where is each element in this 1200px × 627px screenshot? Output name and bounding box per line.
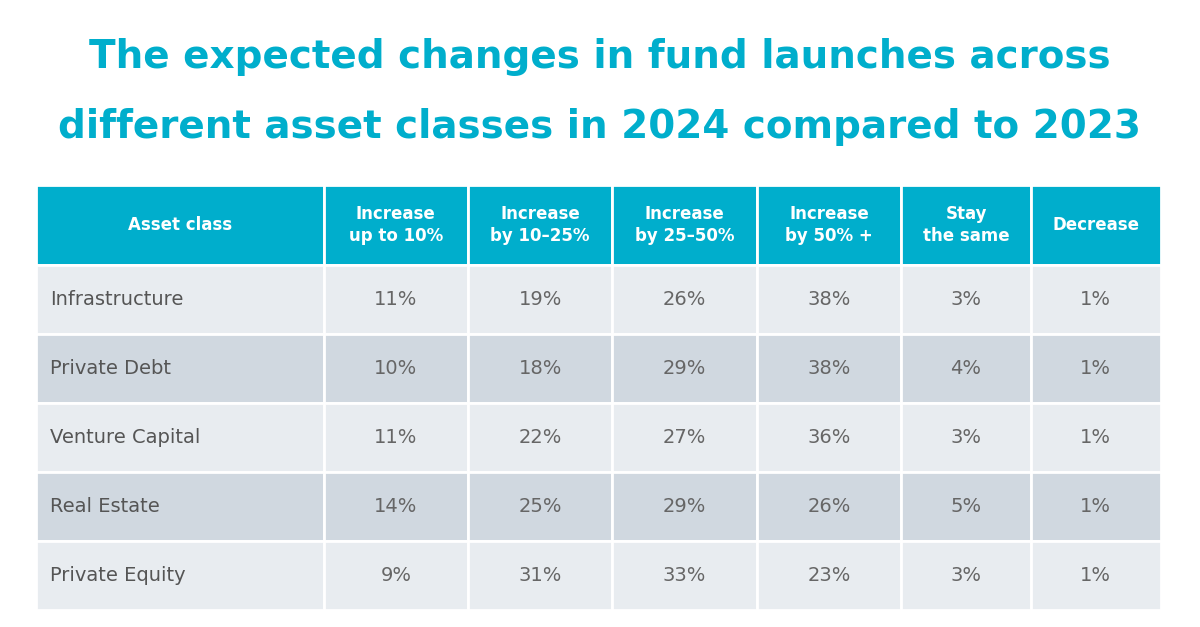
Bar — [324, 472, 468, 541]
Bar — [36, 334, 324, 403]
Bar — [36, 265, 324, 334]
Text: 36%: 36% — [808, 428, 851, 447]
Bar — [757, 403, 901, 472]
Bar — [324, 334, 468, 403]
Bar — [468, 472, 612, 541]
Bar — [1031, 334, 1160, 403]
Bar — [36, 472, 324, 541]
Bar — [468, 185, 612, 265]
Text: 9%: 9% — [380, 566, 412, 585]
Text: Stay
the same: Stay the same — [923, 205, 1009, 245]
Text: The expected changes in fund launches across: The expected changes in fund launches ac… — [89, 38, 1111, 76]
Text: 29%: 29% — [662, 359, 707, 378]
Bar — [612, 541, 757, 610]
Bar — [612, 334, 757, 403]
Bar — [36, 541, 324, 610]
Text: 27%: 27% — [662, 428, 707, 447]
Text: 1%: 1% — [1080, 290, 1111, 309]
Text: 38%: 38% — [808, 290, 851, 309]
Bar — [757, 541, 901, 610]
Bar — [324, 541, 468, 610]
Bar — [901, 472, 1031, 541]
Text: different asset classes in 2024 compared to 2023: different asset classes in 2024 compared… — [59, 108, 1141, 146]
Bar — [757, 185, 901, 265]
Text: 1%: 1% — [1080, 428, 1111, 447]
Text: 26%: 26% — [808, 497, 851, 516]
Bar — [757, 334, 901, 403]
Text: 23%: 23% — [808, 566, 851, 585]
Bar — [757, 265, 901, 334]
Text: 3%: 3% — [950, 290, 982, 309]
Text: 5%: 5% — [950, 497, 982, 516]
Bar — [36, 403, 324, 472]
Bar — [1031, 265, 1160, 334]
Text: 4%: 4% — [950, 359, 982, 378]
Bar — [901, 334, 1031, 403]
Text: Increase
by 50% +: Increase by 50% + — [785, 205, 872, 245]
Text: Real Estate: Real Estate — [50, 497, 160, 516]
Bar — [612, 265, 757, 334]
Text: 1%: 1% — [1080, 359, 1111, 378]
Text: Asset class: Asset class — [127, 216, 232, 234]
Text: 26%: 26% — [662, 290, 707, 309]
Text: 19%: 19% — [518, 290, 562, 309]
Bar — [468, 403, 612, 472]
Text: 1%: 1% — [1080, 497, 1111, 516]
Bar — [468, 541, 612, 610]
Bar — [901, 185, 1031, 265]
Text: Infrastructure: Infrastructure — [50, 290, 184, 309]
Text: Venture Capital: Venture Capital — [50, 428, 200, 447]
Text: Increase
by 25–50%: Increase by 25–50% — [635, 205, 734, 245]
Bar — [612, 403, 757, 472]
Text: 3%: 3% — [950, 566, 982, 585]
Bar — [901, 265, 1031, 334]
Bar — [612, 185, 757, 265]
Bar — [757, 472, 901, 541]
Bar — [1031, 403, 1160, 472]
Text: 33%: 33% — [662, 566, 707, 585]
Bar — [1031, 472, 1160, 541]
Text: 22%: 22% — [518, 428, 562, 447]
Bar — [468, 334, 612, 403]
Bar — [324, 185, 468, 265]
Bar — [901, 541, 1031, 610]
Bar — [1031, 541, 1160, 610]
Text: 3%: 3% — [950, 428, 982, 447]
Text: 29%: 29% — [662, 497, 707, 516]
Text: 10%: 10% — [374, 359, 418, 378]
Text: 11%: 11% — [374, 428, 418, 447]
Text: Increase
up to 10%: Increase up to 10% — [349, 205, 443, 245]
Bar — [901, 403, 1031, 472]
Text: Increase
by 10–25%: Increase by 10–25% — [491, 205, 590, 245]
Bar — [36, 185, 324, 265]
Bar — [324, 403, 468, 472]
Text: 25%: 25% — [518, 497, 562, 516]
Text: 38%: 38% — [808, 359, 851, 378]
Text: Private Equity: Private Equity — [50, 566, 186, 585]
Text: 31%: 31% — [518, 566, 562, 585]
Bar — [1031, 185, 1160, 265]
Bar — [324, 265, 468, 334]
Text: 14%: 14% — [374, 497, 418, 516]
Text: 1%: 1% — [1080, 566, 1111, 585]
Bar — [468, 265, 612, 334]
Text: Decrease: Decrease — [1052, 216, 1139, 234]
Text: 11%: 11% — [374, 290, 418, 309]
Text: 18%: 18% — [518, 359, 562, 378]
Text: Private Debt: Private Debt — [50, 359, 172, 378]
Bar — [612, 472, 757, 541]
